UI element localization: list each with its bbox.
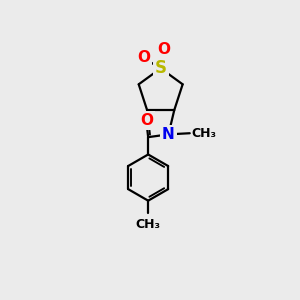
Text: O: O <box>140 113 153 128</box>
Text: CH₃: CH₃ <box>136 218 161 230</box>
Text: O: O <box>158 42 171 57</box>
Text: O: O <box>137 50 150 65</box>
Text: CH₃: CH₃ <box>192 127 217 140</box>
Text: S: S <box>155 59 167 77</box>
Text: N: N <box>162 127 175 142</box>
